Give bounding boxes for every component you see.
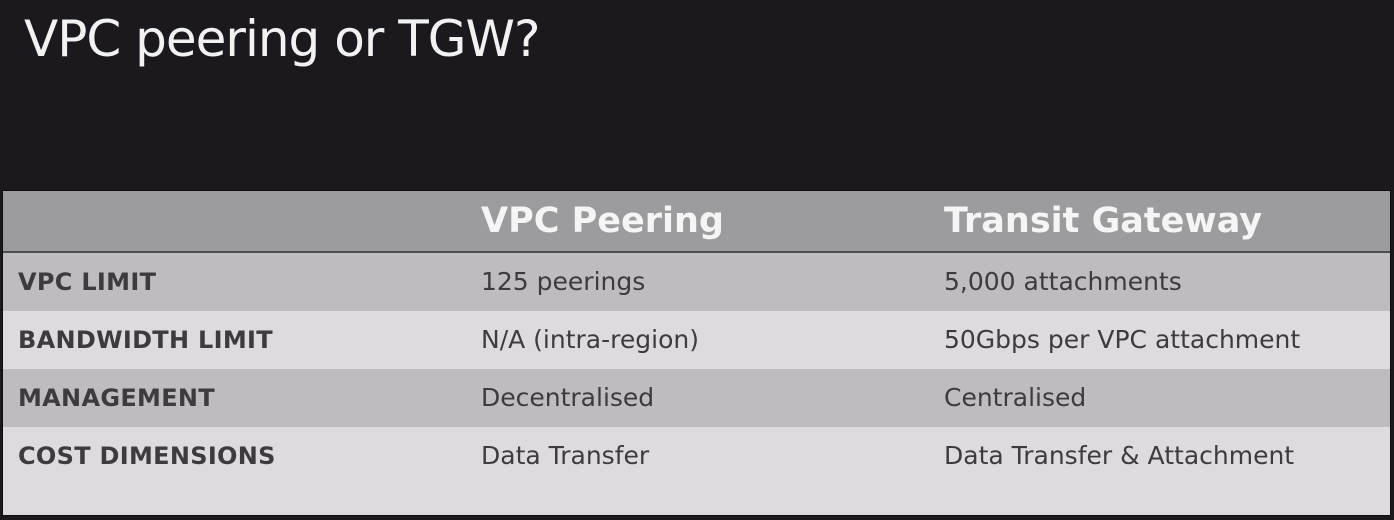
cell-vpc-peering: 125 peerings: [481, 267, 646, 296]
table-row-management: MANAGEMENT Decentralised Centralised: [3, 369, 1390, 427]
cell-transit-gateway: Data Transfer & Attachment: [944, 441, 1295, 470]
cell-transit-gateway: 50Gbps per VPC attachment: [944, 325, 1301, 354]
cell-transit-gateway: Centralised: [944, 383, 1087, 412]
cell-vpc-peering: Decentralised: [481, 383, 655, 412]
header-divider: [3, 251, 1390, 253]
table-row-bandwidth-limit: BANDWIDTH LIMIT N/A (intra-region) 50Gbp…: [3, 311, 1390, 369]
cell-vpc-peering: Data Transfer: [481, 441, 650, 470]
table-row-vpc-limit: VPC LIMIT 125 peerings 5,000 attachments: [3, 253, 1390, 311]
table-header-row: VPC Peering Transit Gateway: [3, 191, 1390, 253]
row-label: COST DIMENSIONS: [18, 442, 276, 470]
table-row-cost-dimensions: COST DIMENSIONS Data Transfer Data Trans…: [3, 427, 1390, 485]
slide-title: VPC peering or TGW?: [24, 10, 540, 68]
cell-vpc-peering: N/A (intra-region): [481, 325, 699, 354]
column-header-vpc-peering: VPC Peering: [481, 201, 724, 241]
row-label: BANDWIDTH LIMIT: [18, 326, 273, 354]
column-header-transit-gateway: Transit Gateway: [944, 201, 1263, 241]
comparison-table: VPC Peering Transit Gateway VPC LIMIT 12…: [2, 190, 1391, 516]
row-label: VPC LIMIT: [18, 268, 157, 296]
cell-transit-gateway: 5,000 attachments: [944, 267, 1182, 296]
row-label: MANAGEMENT: [18, 384, 215, 412]
